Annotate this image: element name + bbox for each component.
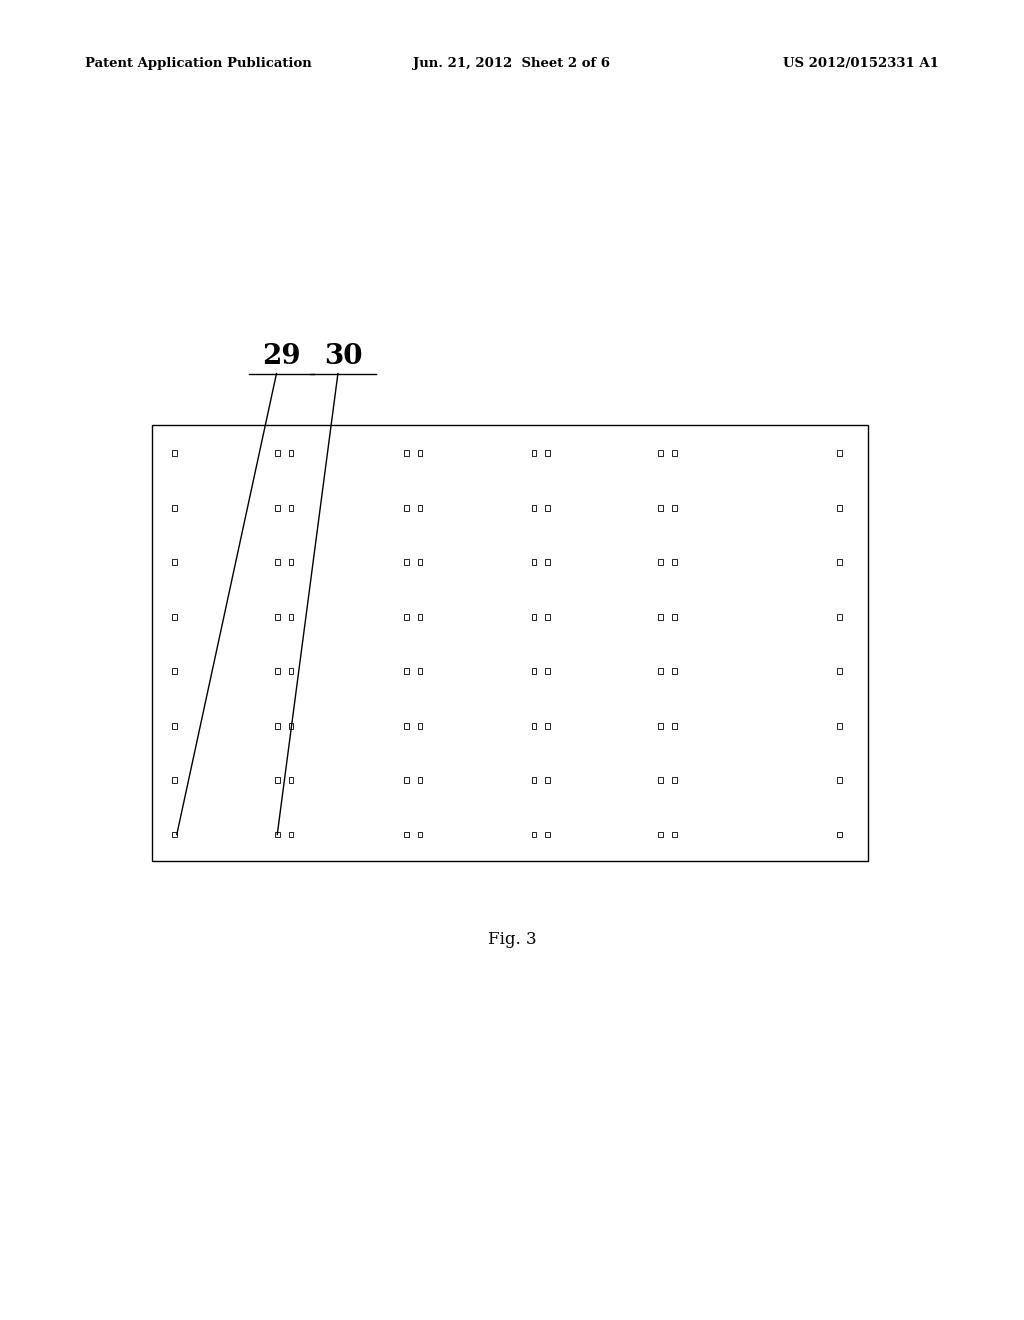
Bar — [546, 614, 550, 619]
Bar — [672, 614, 677, 619]
Text: Patent Application Publication: Patent Application Publication — [85, 57, 311, 70]
Bar — [289, 832, 293, 837]
Bar — [403, 450, 409, 457]
Bar — [838, 668, 842, 675]
Bar — [531, 504, 537, 511]
Bar — [838, 777, 842, 783]
Bar — [546, 450, 550, 457]
Bar — [172, 668, 177, 675]
Bar — [418, 560, 422, 565]
Bar — [289, 777, 293, 783]
Bar — [838, 722, 842, 729]
Bar — [152, 425, 868, 861]
Bar — [403, 832, 409, 837]
Bar — [658, 832, 664, 837]
Bar — [274, 722, 280, 729]
Bar — [172, 722, 177, 729]
Text: 30: 30 — [324, 343, 362, 370]
Bar — [418, 504, 422, 511]
Bar — [289, 560, 293, 565]
Bar — [658, 777, 664, 783]
Bar — [531, 832, 537, 837]
Text: US 2012/0152331 A1: US 2012/0152331 A1 — [783, 57, 939, 70]
Bar — [172, 560, 177, 565]
Bar — [418, 668, 422, 675]
Bar — [658, 450, 664, 457]
Bar — [546, 504, 550, 511]
Bar — [672, 504, 677, 511]
Bar — [672, 832, 677, 837]
Bar — [274, 614, 280, 619]
Bar — [531, 777, 537, 783]
Bar — [289, 722, 293, 729]
Bar — [531, 722, 537, 729]
Bar — [418, 777, 422, 783]
Bar — [403, 560, 409, 565]
Bar — [172, 504, 177, 511]
Bar — [403, 777, 409, 783]
Bar — [172, 832, 177, 837]
Bar — [658, 614, 664, 619]
Bar — [289, 450, 293, 457]
Bar — [418, 722, 422, 729]
Text: Jun. 21, 2012  Sheet 2 of 6: Jun. 21, 2012 Sheet 2 of 6 — [414, 57, 610, 70]
Bar — [403, 614, 409, 619]
Bar — [546, 777, 550, 783]
Bar — [838, 832, 842, 837]
Bar — [546, 668, 550, 675]
Bar — [838, 614, 842, 619]
Bar — [672, 722, 677, 729]
Bar — [274, 450, 280, 457]
Bar — [403, 722, 409, 729]
Bar — [172, 777, 177, 783]
Bar — [672, 668, 677, 675]
Bar — [274, 832, 280, 837]
Bar — [531, 614, 537, 619]
Bar — [672, 560, 677, 565]
Bar — [403, 668, 409, 675]
Bar — [838, 504, 842, 511]
Bar — [274, 777, 280, 783]
Bar — [274, 560, 280, 565]
Bar — [658, 560, 664, 565]
Bar — [838, 450, 842, 457]
Bar — [289, 504, 293, 511]
Bar — [274, 668, 280, 675]
Bar — [418, 450, 422, 457]
Bar — [531, 668, 537, 675]
Text: Fig. 3: Fig. 3 — [487, 931, 537, 948]
Bar — [672, 777, 677, 783]
Bar — [546, 560, 550, 565]
Bar — [838, 560, 842, 565]
Bar — [289, 614, 293, 619]
Bar — [658, 722, 664, 729]
Bar — [418, 614, 422, 619]
Bar — [274, 504, 280, 511]
Text: 29: 29 — [262, 343, 301, 370]
Bar — [403, 504, 409, 511]
Bar — [418, 832, 422, 837]
Bar — [172, 614, 177, 619]
Bar — [531, 560, 537, 565]
Bar — [546, 722, 550, 729]
Bar — [531, 450, 537, 457]
Bar — [658, 504, 664, 511]
Bar — [658, 668, 664, 675]
Bar — [172, 450, 177, 457]
Bar — [546, 832, 550, 837]
Bar — [672, 450, 677, 457]
Bar — [289, 668, 293, 675]
